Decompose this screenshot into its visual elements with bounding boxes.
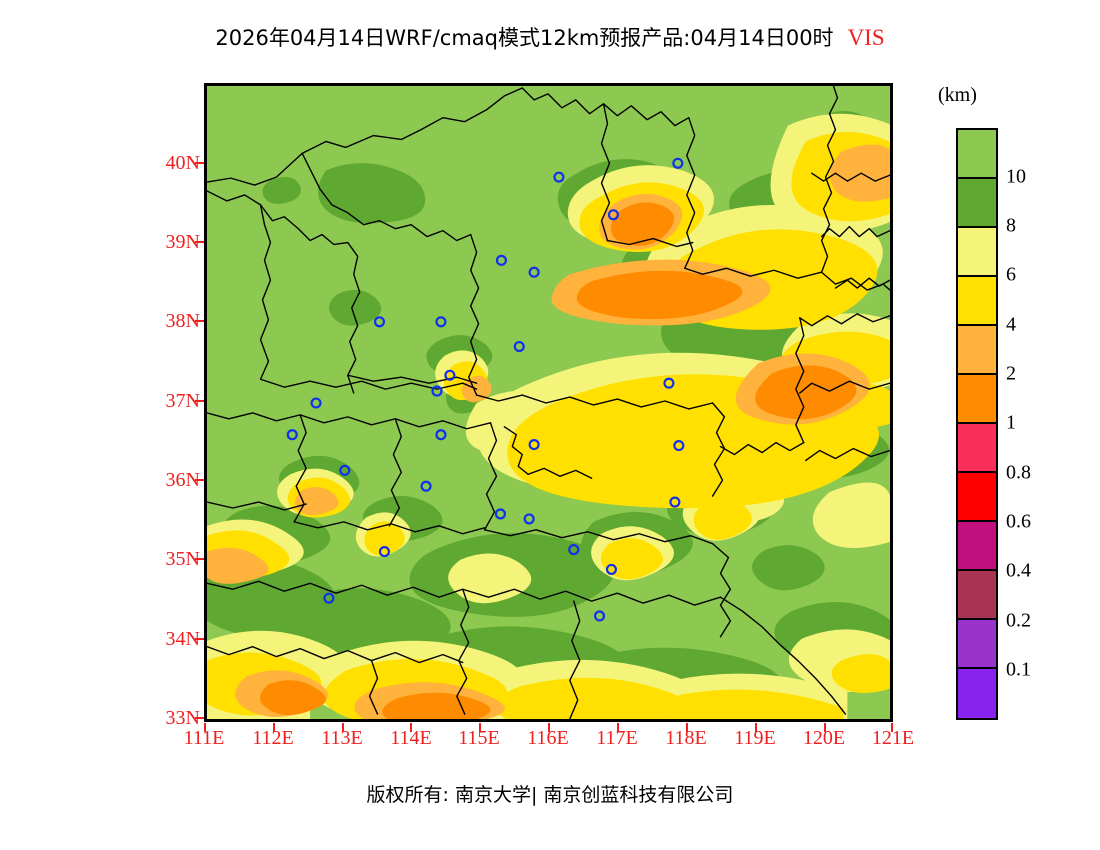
colorbar-segment-08-1: [958, 424, 996, 473]
page-title: 2026年04月14日WRF/cmaq模式12km预报产品:04月14日00时 V…: [0, 22, 1100, 52]
colorbar: [956, 128, 998, 720]
x-axis-label-118e: 118E: [665, 727, 707, 749]
y-axis-label-38n: 38N: [165, 310, 200, 332]
x-tick-115e: [479, 723, 481, 732]
colorbar-label-10: 10: [1006, 165, 1026, 188]
colorbar-segment-02-04: [958, 571, 996, 620]
x-axis-label-115e: 115E: [458, 727, 500, 749]
x-axis-label-111e: 111E: [183, 727, 225, 749]
x-axis-label-112e: 112E: [252, 727, 294, 749]
x-axis-label-121e: 121E: [871, 727, 915, 749]
colorbar-label-02: 0.2: [1006, 609, 1031, 632]
colorbar-label-6: 6: [1006, 263, 1016, 286]
y-tick-33n: [195, 717, 204, 719]
colorbar-label-1: 1: [1006, 411, 1016, 434]
y-axis-label-35n: 35N: [165, 548, 200, 570]
copyright-footer: 版权所有: 南京大学| 南京创蓝科技有限公司: [366, 784, 734, 806]
x-tick-118e: [686, 723, 688, 732]
colorbar-segment-2-4: [958, 326, 996, 375]
colorbar-segment-6-8: [958, 228, 996, 277]
colorbar-segment-gt10: [958, 130, 996, 179]
colorbar-segment-06-08: [958, 473, 996, 522]
y-axis-label-33n: 33N: [165, 707, 200, 729]
y-axis-label-39n: 39N: [165, 231, 200, 253]
y-tick-36n: [195, 479, 204, 481]
y-axis-label-40n: 40N: [165, 152, 200, 174]
visibility-contour-map: [207, 86, 890, 719]
x-axis-label-113e: 113E: [321, 727, 363, 749]
y-tick-38n: [195, 320, 204, 322]
title-main-text: 2026年04月14日WRF/cmaq模式12km预报产品:04月14日00时: [215, 26, 834, 50]
x-tick-113e: [342, 723, 344, 732]
x-axis-label-119e: 119E: [734, 727, 776, 749]
y-tick-37n: [195, 400, 204, 402]
colorbar-segment-01-02: [958, 620, 996, 669]
colorbar-label-2: 2: [1006, 362, 1016, 385]
x-tick-111e: [204, 723, 206, 732]
y-tick-35n: [195, 558, 204, 560]
colorbar-segment-4-6: [958, 277, 996, 326]
colorbar-label-06: 0.6: [1006, 510, 1031, 533]
x-axis-label-117e: 117E: [596, 727, 638, 749]
y-axis-label-37n: 37N: [165, 390, 200, 412]
x-axis-label-120e: 120E: [802, 727, 846, 749]
colorbar-unit-label: (km): [938, 84, 977, 106]
y-tick-34n: [195, 638, 204, 640]
map-plot-area[interactable]: [204, 83, 893, 722]
title-variable-label: VIS: [847, 25, 885, 50]
colorbar-label-08: 0.8: [1006, 461, 1031, 484]
colorbar-label-8: 8: [1006, 214, 1016, 237]
y-tick-39n: [195, 241, 204, 243]
x-tick-120e: [824, 723, 826, 732]
y-tick-40n: [195, 162, 204, 164]
x-tick-117e: [617, 723, 619, 732]
colorbar-label-04: 0.4: [1006, 559, 1031, 582]
x-tick-121e: [891, 723, 893, 732]
y-axis-label-34n: 34N: [165, 628, 200, 650]
colorbar-label-01: 0.1: [1006, 658, 1031, 681]
x-axis-label-114e: 114E: [390, 727, 432, 749]
colorbar-label-4: 4: [1006, 313, 1016, 336]
y-axis-label-36n: 36N: [165, 469, 200, 491]
x-tick-116e: [548, 723, 550, 732]
colorbar-segment-04-06: [958, 522, 996, 571]
colorbar-segment-8-10: [958, 179, 996, 228]
x-tick-114e: [410, 723, 412, 732]
x-axis-label-116e: 116E: [527, 727, 569, 749]
colorbar-segment-lt01: [958, 669, 996, 718]
x-tick-112e: [273, 723, 275, 732]
x-tick-119e: [755, 723, 757, 732]
colorbar-segment-1-2: [958, 375, 996, 424]
